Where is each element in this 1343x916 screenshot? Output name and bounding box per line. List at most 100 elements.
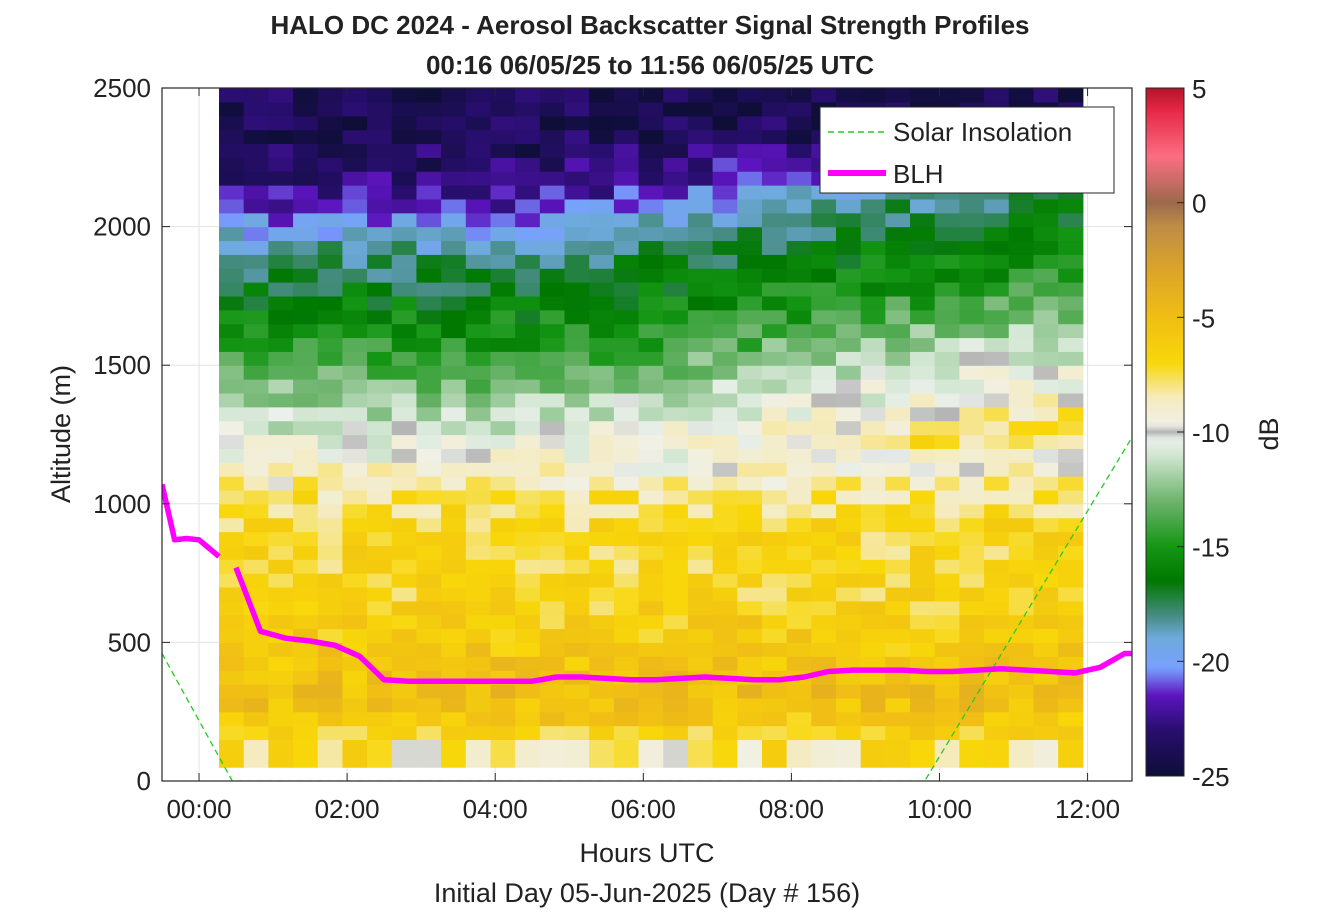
heatmap-cell bbox=[589, 697, 615, 713]
heatmap-cell bbox=[293, 434, 319, 449]
heatmap-cell bbox=[219, 476, 245, 491]
heatmap-cell bbox=[836, 240, 862, 255]
heatmap-cell bbox=[515, 434, 541, 449]
heatmap-cell bbox=[391, 379, 418, 394]
heatmap-cell bbox=[342, 725, 368, 741]
heatmap-cell bbox=[737, 489, 763, 505]
heatmap-cell bbox=[391, 586, 418, 602]
heatmap-cell bbox=[317, 351, 344, 366]
heatmap-cell bbox=[391, 157, 418, 172]
heatmap-cell bbox=[934, 656, 960, 671]
heatmap-cell bbox=[465, 476, 492, 491]
heatmap-cell bbox=[1033, 489, 1059, 505]
heatmap-cell bbox=[663, 739, 689, 768]
heatmap-cell bbox=[391, 739, 418, 768]
heatmap-cell bbox=[613, 725, 640, 741]
heatmap-cell bbox=[243, 337, 269, 352]
heatmap-cell bbox=[737, 711, 763, 727]
heatmap-cell bbox=[367, 697, 393, 713]
heatmap-cell bbox=[515, 531, 541, 546]
heatmap-cell bbox=[910, 642, 936, 657]
heatmap-cell bbox=[416, 254, 442, 269]
heatmap-cell bbox=[539, 226, 566, 242]
heatmap-cell bbox=[1008, 517, 1035, 533]
heatmap-cell bbox=[342, 379, 368, 394]
heatmap-cell bbox=[342, 545, 368, 560]
heatmap-cell bbox=[737, 379, 763, 394]
lines-layer bbox=[162, 436, 1132, 781]
heatmap-cell bbox=[293, 489, 319, 505]
heatmap-cell bbox=[959, 434, 985, 449]
heatmap-cell bbox=[984, 268, 1010, 283]
heatmap-cell bbox=[687, 185, 714, 200]
heatmap-cell bbox=[811, 683, 837, 699]
heatmap-cell bbox=[564, 711, 590, 727]
heatmap-cell bbox=[539, 614, 566, 630]
heatmap-cell bbox=[613, 586, 640, 602]
heatmap-cell bbox=[367, 365, 393, 380]
heatmap-cell bbox=[219, 282, 245, 297]
heatmap-cell bbox=[293, 212, 319, 228]
heatmap-cell bbox=[737, 476, 763, 491]
heatmap-cell bbox=[1033, 392, 1059, 408]
heatmap-cell bbox=[219, 268, 245, 283]
heatmap-cell bbox=[934, 517, 960, 533]
heatmap-cell bbox=[687, 129, 714, 145]
heatmap-cell bbox=[243, 545, 269, 560]
heatmap-cell bbox=[589, 268, 615, 283]
heatmap-cell bbox=[465, 559, 492, 574]
heatmap-cell bbox=[490, 489, 516, 505]
heatmap-cell bbox=[465, 614, 492, 630]
heatmap-cell bbox=[490, 240, 516, 255]
heatmap-cell bbox=[367, 392, 393, 408]
heatmap-cell bbox=[317, 171, 344, 186]
heatmap-cell bbox=[860, 392, 886, 408]
heatmap-cell bbox=[761, 462, 788, 477]
heatmap-cell bbox=[885, 586, 911, 602]
heatmap-cell bbox=[786, 683, 812, 699]
heatmap-cell bbox=[836, 670, 862, 685]
heatmap-cell bbox=[219, 586, 245, 602]
heatmap-cell bbox=[515, 739, 541, 768]
heatmap-cell bbox=[811, 198, 837, 214]
heatmap-cell bbox=[441, 614, 467, 630]
heatmap-cell bbox=[737, 656, 763, 671]
heatmap-cell bbox=[1033, 337, 1059, 352]
heatmap-cell bbox=[465, 185, 492, 200]
heatmap-cell bbox=[268, 392, 294, 408]
heatmap-cell bbox=[391, 434, 418, 449]
heatmap-cell bbox=[860, 379, 886, 394]
heatmap-cell bbox=[1033, 614, 1059, 630]
heatmap-cell bbox=[317, 268, 344, 283]
heatmap-cell bbox=[465, 739, 492, 768]
heatmap-cell bbox=[317, 240, 344, 255]
heatmap-cell bbox=[786, 129, 812, 145]
heatmap-cell bbox=[564, 476, 590, 491]
heatmap-cell bbox=[391, 185, 418, 200]
heatmap-cell bbox=[959, 573, 985, 588]
heatmap-cell bbox=[687, 143, 714, 158]
heatmap-cell bbox=[268, 559, 294, 574]
heatmap-cell bbox=[1008, 559, 1035, 574]
heatmap-cell bbox=[761, 697, 788, 713]
heatmap-cell bbox=[367, 129, 393, 145]
heatmap-cell bbox=[860, 739, 886, 768]
heatmap-cell bbox=[934, 642, 960, 657]
heatmap-cell bbox=[539, 448, 566, 463]
heatmap-cell bbox=[1033, 226, 1059, 242]
heatmap-cell bbox=[515, 448, 541, 463]
heatmap-cell bbox=[761, 489, 788, 505]
heatmap-cell bbox=[1008, 88, 1035, 103]
heatmap-cell bbox=[885, 268, 911, 283]
heatmap-cell bbox=[465, 683, 492, 699]
heatmap-cell bbox=[984, 545, 1010, 560]
heatmap-cell bbox=[490, 656, 516, 671]
legend-label-blh: BLH bbox=[893, 159, 944, 189]
heatmap-cell bbox=[243, 697, 269, 713]
heatmap-cell bbox=[465, 198, 492, 214]
heatmap-cell bbox=[934, 725, 960, 741]
heatmap-cell bbox=[613, 406, 640, 422]
heatmap-cell bbox=[564, 434, 590, 449]
heatmap-cell bbox=[515, 337, 541, 352]
heatmap-cell bbox=[910, 711, 936, 727]
